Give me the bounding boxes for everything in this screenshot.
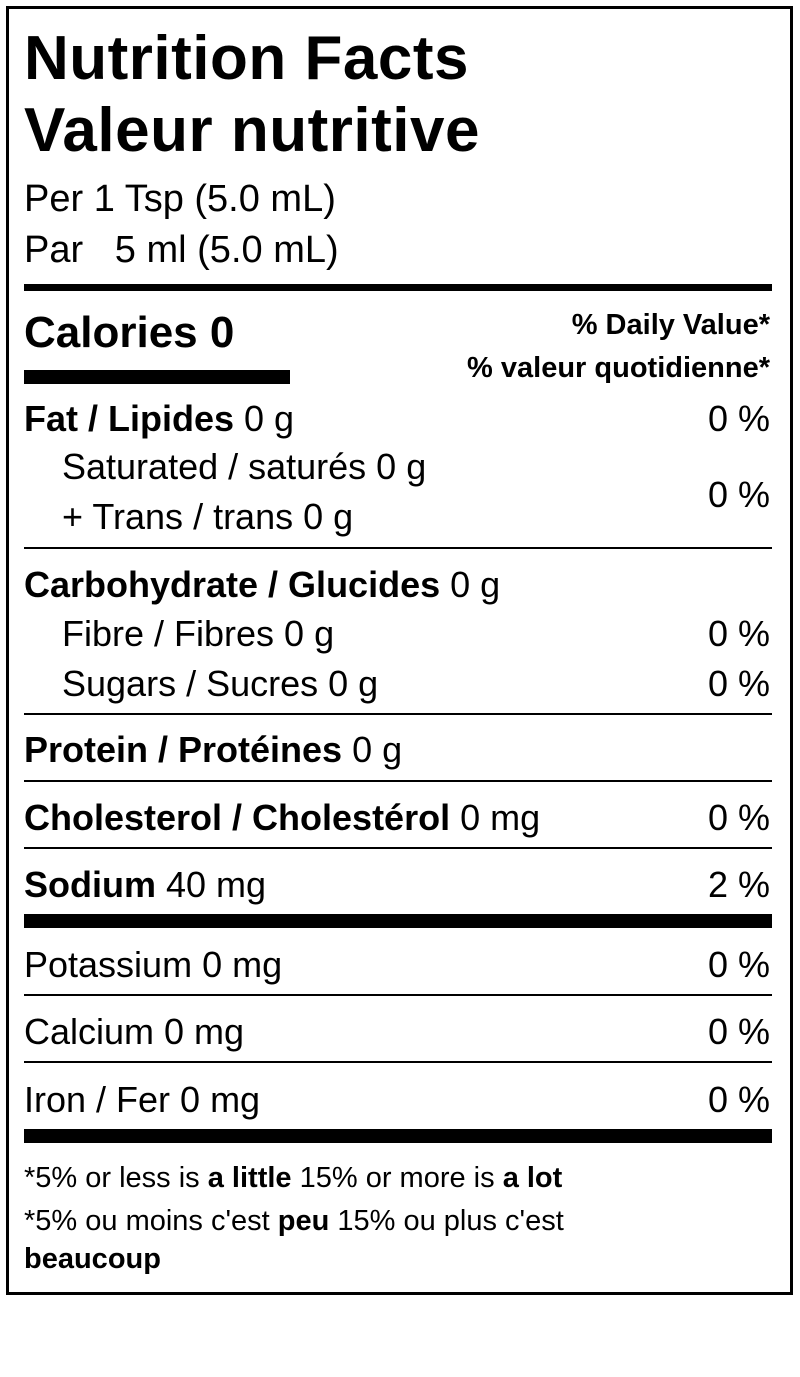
- row-sugars: Sugars / Sucres 0 g: [62, 663, 379, 704]
- footnote-fr-continued: beaucoup: [24, 1243, 161, 1275]
- thick-divider: [24, 914, 772, 928]
- dv-sugars: 0 %: [707, 663, 770, 704]
- dv-fibre: 0 %: [707, 613, 770, 654]
- serving-size-fr: Par 5 ml (5.0 mL): [24, 229, 339, 271]
- row-sodium: Sodium 40 mg: [24, 864, 267, 905]
- calories-bar: [24, 370, 290, 384]
- row-fibre: Fibre / Fibres 0 g: [62, 613, 335, 654]
- dv-calcium: 0 %: [707, 1011, 770, 1052]
- row-potassium: Potassium 0 mg: [24, 944, 283, 985]
- dv-potassium: 0 %: [707, 944, 770, 985]
- footnote-en: *5% or less is a little 15% or more is a…: [24, 1162, 563, 1194]
- thick-divider: [24, 1129, 772, 1143]
- footnote-fr: *5% ou moins c'est peu 15% ou plus c'est: [24, 1205, 564, 1237]
- divider: [24, 1061, 772, 1063]
- row-iron: Iron / Fer 0 mg: [24, 1079, 261, 1120]
- divider: [24, 780, 772, 782]
- calories: Calories 0: [24, 308, 235, 357]
- daily-value-header-fr: % valeur quotidienne*: [467, 352, 770, 384]
- row-trans: + Trans / trans 0 g: [62, 496, 354, 537]
- row-carbohydrate: Carbohydrate / Glucides 0 g: [24, 564, 501, 605]
- dv-iron: 0 %: [707, 1079, 770, 1120]
- nutrition-facts-panel: [6, 6, 793, 1295]
- divider: [24, 847, 772, 849]
- serving-size-en: Per 1 Tsp (5.0 mL): [24, 178, 336, 220]
- title-en: Nutrition Facts: [24, 24, 469, 93]
- dv-fat: 0 %: [707, 398, 770, 439]
- divider: [24, 713, 772, 715]
- divider: [24, 547, 772, 549]
- row-protein: Protein / Protéines 0 g: [24, 729, 403, 770]
- dv-saturated-trans: 0 %: [707, 474, 770, 515]
- dv-cholesterol: 0 %: [707, 797, 770, 838]
- row-cholesterol: Cholesterol / Cholestérol 0 mg: [24, 797, 541, 838]
- daily-value-header-en: % Daily Value*: [571, 309, 770, 341]
- dv-sodium: 2 %: [707, 864, 770, 905]
- row-saturated: Saturated / saturés 0 g: [62, 446, 427, 487]
- title-fr: Valeur nutritive: [24, 96, 480, 165]
- row-fat: Fat / Lipides 0 g: [24, 398, 295, 439]
- divider: [24, 994, 772, 996]
- thick-divider: [24, 284, 772, 291]
- row-calcium: Calcium 0 mg: [24, 1011, 245, 1052]
